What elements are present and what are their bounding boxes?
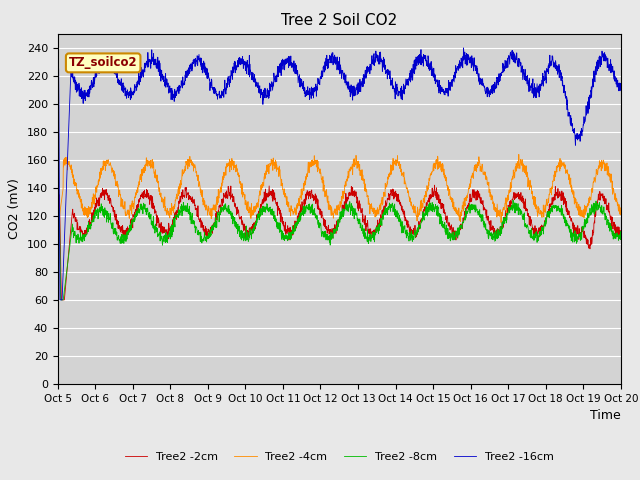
X-axis label: Time: Time xyxy=(590,409,621,422)
Tree2 -2cm xyxy=(58,297,65,303)
Tree2 -2cm xyxy=(54,192,61,198)
Tree2 -16cm xyxy=(368,53,376,59)
Tree2 -4cm xyxy=(356,166,364,172)
Tree2 -4cm xyxy=(503,199,511,205)
Tree2 -8cm xyxy=(54,206,61,212)
Tree2 -16cm xyxy=(56,297,64,303)
Tree2 -2cm xyxy=(583,236,591,242)
Tree2 -8cm xyxy=(583,219,591,225)
Tree2 -16cm xyxy=(460,45,467,51)
Tree2 -16cm xyxy=(617,86,625,92)
Tree2 -2cm xyxy=(431,182,438,188)
Tree2 -16cm xyxy=(211,90,219,96)
Tree2 -8cm xyxy=(617,233,625,239)
Tree2 -2cm xyxy=(211,220,219,226)
Line: Tree2 -8cm: Tree2 -8cm xyxy=(58,200,621,300)
Legend: Tree2 -2cm, Tree2 -4cm, Tree2 -8cm, Tree2 -16cm: Tree2 -2cm, Tree2 -4cm, Tree2 -8cm, Tree… xyxy=(120,447,558,466)
Tree2 -16cm xyxy=(54,66,61,72)
Tree2 -4cm xyxy=(368,203,376,209)
Tree2 -2cm xyxy=(356,205,364,211)
Tree2 -8cm xyxy=(568,236,575,242)
Tree2 -8cm xyxy=(503,212,511,218)
Tree2 -16cm xyxy=(504,58,511,63)
Line: Tree2 -16cm: Tree2 -16cm xyxy=(58,48,621,300)
Tree2 -4cm xyxy=(54,227,61,233)
Tree2 -8cm xyxy=(356,216,364,222)
Tree2 -2cm xyxy=(568,216,575,221)
Line: Tree2 -4cm: Tree2 -4cm xyxy=(58,155,621,230)
Tree2 -16cm xyxy=(356,81,364,87)
Tree2 -4cm xyxy=(617,211,625,217)
Tree2 -8cm xyxy=(368,232,376,238)
Line: Tree2 -2cm: Tree2 -2cm xyxy=(58,185,621,300)
Tree2 -2cm xyxy=(368,229,376,235)
Tree2 -4cm xyxy=(515,152,523,157)
Text: TZ_soilco2: TZ_soilco2 xyxy=(69,56,138,70)
Tree2 -8cm xyxy=(509,197,517,203)
Tree2 -16cm xyxy=(568,123,575,129)
Tree2 -16cm xyxy=(583,105,591,110)
Y-axis label: CO2 (mV): CO2 (mV) xyxy=(8,179,21,239)
Tree2 -4cm xyxy=(583,203,591,209)
Tree2 -4cm xyxy=(568,182,575,188)
Tree2 -4cm xyxy=(211,207,218,213)
Tree2 -8cm xyxy=(57,297,65,303)
Tree2 -2cm xyxy=(617,234,625,240)
Tree2 -2cm xyxy=(504,211,511,216)
Tree2 -8cm xyxy=(211,222,219,228)
Title: Tree 2 Soil CO2: Tree 2 Soil CO2 xyxy=(281,13,397,28)
